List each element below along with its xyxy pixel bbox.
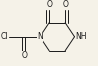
Text: Cl: Cl	[1, 32, 8, 41]
Text: N: N	[37, 32, 43, 41]
Text: O: O	[62, 0, 68, 9]
Text: O: O	[22, 51, 28, 60]
Text: O: O	[46, 0, 52, 9]
Text: NH: NH	[75, 32, 87, 41]
